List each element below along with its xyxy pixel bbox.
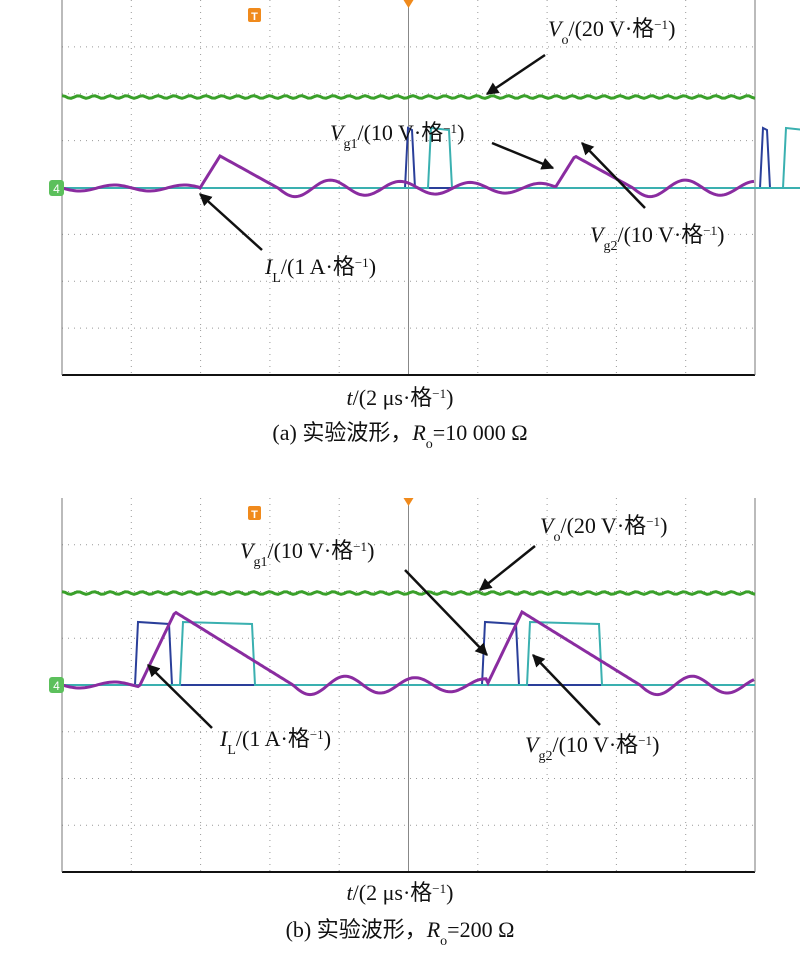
value: =200 Ω <box>447 917 514 942</box>
superscript: −1 <box>353 539 367 554</box>
unit: /(1 A·格 <box>281 254 355 279</box>
symbol: R <box>411 420 426 445</box>
arrow <box>147 664 213 729</box>
caption-prefix: (a) 实验波形， <box>272 420 412 445</box>
superscript: −1 <box>646 514 660 529</box>
subscript: o <box>440 934 447 949</box>
symbol: R <box>426 917 441 942</box>
vo-trace <box>61 590 756 596</box>
channel-marker-box <box>49 180 64 196</box>
close: ) <box>324 726 331 751</box>
annotation: Vo/(20 V·格−1) <box>548 16 675 48</box>
close: ) <box>369 254 376 279</box>
symbol: I <box>219 726 229 751</box>
superscript: −1 <box>443 121 457 136</box>
close: ) <box>668 16 675 41</box>
annotation: (b) 实验波形，Ro=200 Ω <box>286 917 515 949</box>
annotation: Vg1/(10 V·格−1) <box>240 538 374 570</box>
annotation: t/(2 μs·格−1) <box>347 385 454 410</box>
il-trace <box>61 154 755 199</box>
subscript: g2 <box>538 749 552 764</box>
arrow <box>485 53 546 96</box>
vg2-trace <box>62 620 755 686</box>
superscript: −1 <box>654 17 668 32</box>
annotation: IL/(1 A·格−1) <box>219 726 331 758</box>
unit: /(2 μs·格 <box>353 385 433 410</box>
symbol: V <box>330 120 346 145</box>
symbol: V <box>548 16 564 41</box>
close: ) <box>367 538 374 563</box>
trigger-marker: T <box>251 11 258 23</box>
symbol: t <box>347 385 354 410</box>
symbol: t <box>347 880 354 905</box>
subscript: g1 <box>253 555 267 570</box>
unit: /(20 V·格 <box>568 16 654 41</box>
annotation: Vg1/(10 V·格−1) <box>330 120 464 152</box>
annotation: t/(2 μs·格−1) <box>347 880 454 905</box>
superscript: −1 <box>432 881 446 896</box>
close: ) <box>717 222 724 247</box>
subscript: L <box>227 743 236 758</box>
annotation: Vg2/(10 V·格−1) <box>590 222 724 254</box>
arrow <box>404 569 488 656</box>
subscript: L <box>272 271 281 286</box>
channel-marker: 4 <box>53 182 60 196</box>
subscript: g2 <box>603 239 617 254</box>
unit: /(2 μs·格 <box>353 880 433 905</box>
close: ) <box>446 880 453 905</box>
close: ) <box>457 120 464 145</box>
annotation: (a) 实验波形，Ro=10 000 Ω <box>272 420 527 452</box>
symbol: V <box>590 222 606 247</box>
superscript: −1 <box>703 223 717 238</box>
superscript: −1 <box>432 386 446 401</box>
subscript: g1 <box>343 137 357 152</box>
subscript: o <box>426 437 433 452</box>
unit: /(20 V·格 <box>560 513 646 538</box>
superscript: −1 <box>355 255 369 270</box>
symbol: V <box>540 513 556 538</box>
il-trace <box>61 609 755 697</box>
close: ) <box>660 513 667 538</box>
arrow <box>479 545 536 591</box>
symbol: V <box>525 732 541 757</box>
vg2-trace <box>62 126 800 189</box>
channel-marker: 4 <box>53 679 60 693</box>
subscript: o <box>553 530 560 545</box>
value: =10 000 Ω <box>433 420 528 445</box>
channel-marker-box <box>49 677 64 693</box>
unit: /(10 V·格 <box>267 538 353 563</box>
arrow <box>581 142 646 209</box>
symbol: V <box>240 538 256 563</box>
close: ) <box>652 732 659 757</box>
trigger-marker-box <box>248 8 261 22</box>
close: ) <box>446 385 453 410</box>
symbol: I <box>264 254 274 279</box>
unit: /(10 V·格 <box>552 732 638 757</box>
subscript: o <box>561 33 568 48</box>
superscript: −1 <box>638 733 652 748</box>
arrow <box>199 193 263 251</box>
trigger-marker-box <box>248 506 261 520</box>
unit: /(1 A·格 <box>236 726 310 751</box>
vo-trace <box>61 94 756 100</box>
superscript: −1 <box>310 727 324 742</box>
position-marker <box>403 0 414 8</box>
trigger-marker: T <box>251 509 258 521</box>
unit: /(10 V·格 <box>357 120 443 145</box>
arrow <box>532 654 601 726</box>
unit: /(10 V·格 <box>617 222 703 247</box>
arrow <box>491 141 555 170</box>
caption-prefix: (b) 实验波形， <box>286 917 427 942</box>
annotation: Vo/(20 V·格−1) <box>540 513 667 545</box>
annotation: IL/(1 A·格−1) <box>264 254 376 286</box>
annotation: Vg2/(10 V·格−1) <box>525 732 659 764</box>
position-marker <box>403 498 414 506</box>
